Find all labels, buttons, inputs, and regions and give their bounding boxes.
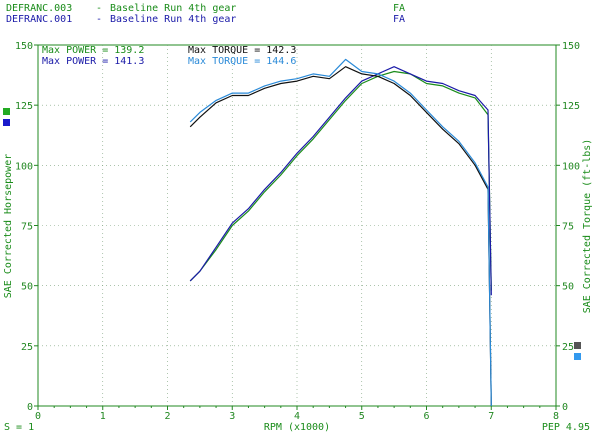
y-tick-label: 150 <box>15 41 33 52</box>
y-tick-label: 0 <box>27 402 33 413</box>
run1-separator: - <box>96 3 102 14</box>
y2-tick-label: 75 <box>562 222 574 233</box>
footer-scale: S = 1 <box>4 422 34 433</box>
run1-file: DEFRANC.003 <box>6 3 72 14</box>
y-tick-label: 25 <box>21 342 33 353</box>
x-tick-label: 4 <box>294 411 300 422</box>
stat-max-power-run1: Max POWER = 139.2 <box>42 45 144 56</box>
stat-max-power-run2: Max POWER = 141.3 <box>42 56 144 67</box>
series-line-torque-1 <box>189 66 492 407</box>
run-header: DEFRANC.003 - Baseline Run 4th gear FA D… <box>6 3 405 25</box>
run2-description: Baseline Run 4th gear <box>110 14 236 25</box>
x-tick-label: 5 <box>359 411 365 422</box>
x-axis-title: RPM (x1000) <box>264 422 330 433</box>
stat-max-torque-run1: Max TORQUE = 142.3 <box>188 45 296 56</box>
legend-swatch-run1-power <box>3 108 10 115</box>
y-tick-label: 75 <box>21 222 33 233</box>
y-tick-label: 100 <box>15 161 33 172</box>
y2-tick-label: 100 <box>562 161 580 172</box>
legend-swatch-run2-torque <box>574 353 581 360</box>
series-line-torque-2 <box>189 58 492 407</box>
legend-swatch-run1-torque <box>574 342 581 349</box>
stat-max-torque-run2: Max TORQUE = 144.6 <box>188 56 296 67</box>
x-tick-label: 1 <box>100 411 106 422</box>
footer-version: PEP 4.95 <box>542 422 590 433</box>
run2-separator: - <box>96 14 102 25</box>
y-axis-title: SAE Corrected Horsepower <box>3 154 14 299</box>
series-lines <box>189 58 492 407</box>
y2-tick-label: 150 <box>562 41 580 52</box>
x-tick-label: 7 <box>488 411 494 422</box>
y2-tick-label: 50 <box>562 282 574 293</box>
y2-tick-label: 0 <box>562 402 568 413</box>
run1-description: Baseline Run 4th gear <box>110 3 236 14</box>
y2-axis-title: SAE Corrected Torque (ft-lbs) <box>582 139 593 314</box>
y2-tick-label: 125 <box>562 101 580 112</box>
x-tick-label: 2 <box>164 411 170 422</box>
x-tick-label: 0 <box>35 411 41 422</box>
series-line-power-1 <box>189 70 492 291</box>
grid <box>38 45 556 406</box>
axis-ticks: 0 1 2 3 4 5 6 7 80255075100125150025507510012515… <box>15 41 580 422</box>
run1-code: FA <box>393 3 405 14</box>
legend-swatch-run2-power <box>3 119 10 126</box>
x-tick-label: 6 <box>423 411 429 422</box>
x-tick-label: 8 <box>553 411 559 422</box>
y-tick-label: 125 <box>15 101 33 112</box>
max-stats: Max POWER = 139.2 Max TORQUE = 142.3 Max… <box>42 45 296 67</box>
run2-code: FA <box>393 14 405 25</box>
series-line-power-2 <box>189 66 492 296</box>
y-tick-label: 50 <box>21 282 33 293</box>
run2-file: DEFRANC.001 <box>6 14 72 25</box>
x-tick-label: 3 <box>229 411 235 422</box>
y2-tick-label: 25 <box>562 342 574 353</box>
